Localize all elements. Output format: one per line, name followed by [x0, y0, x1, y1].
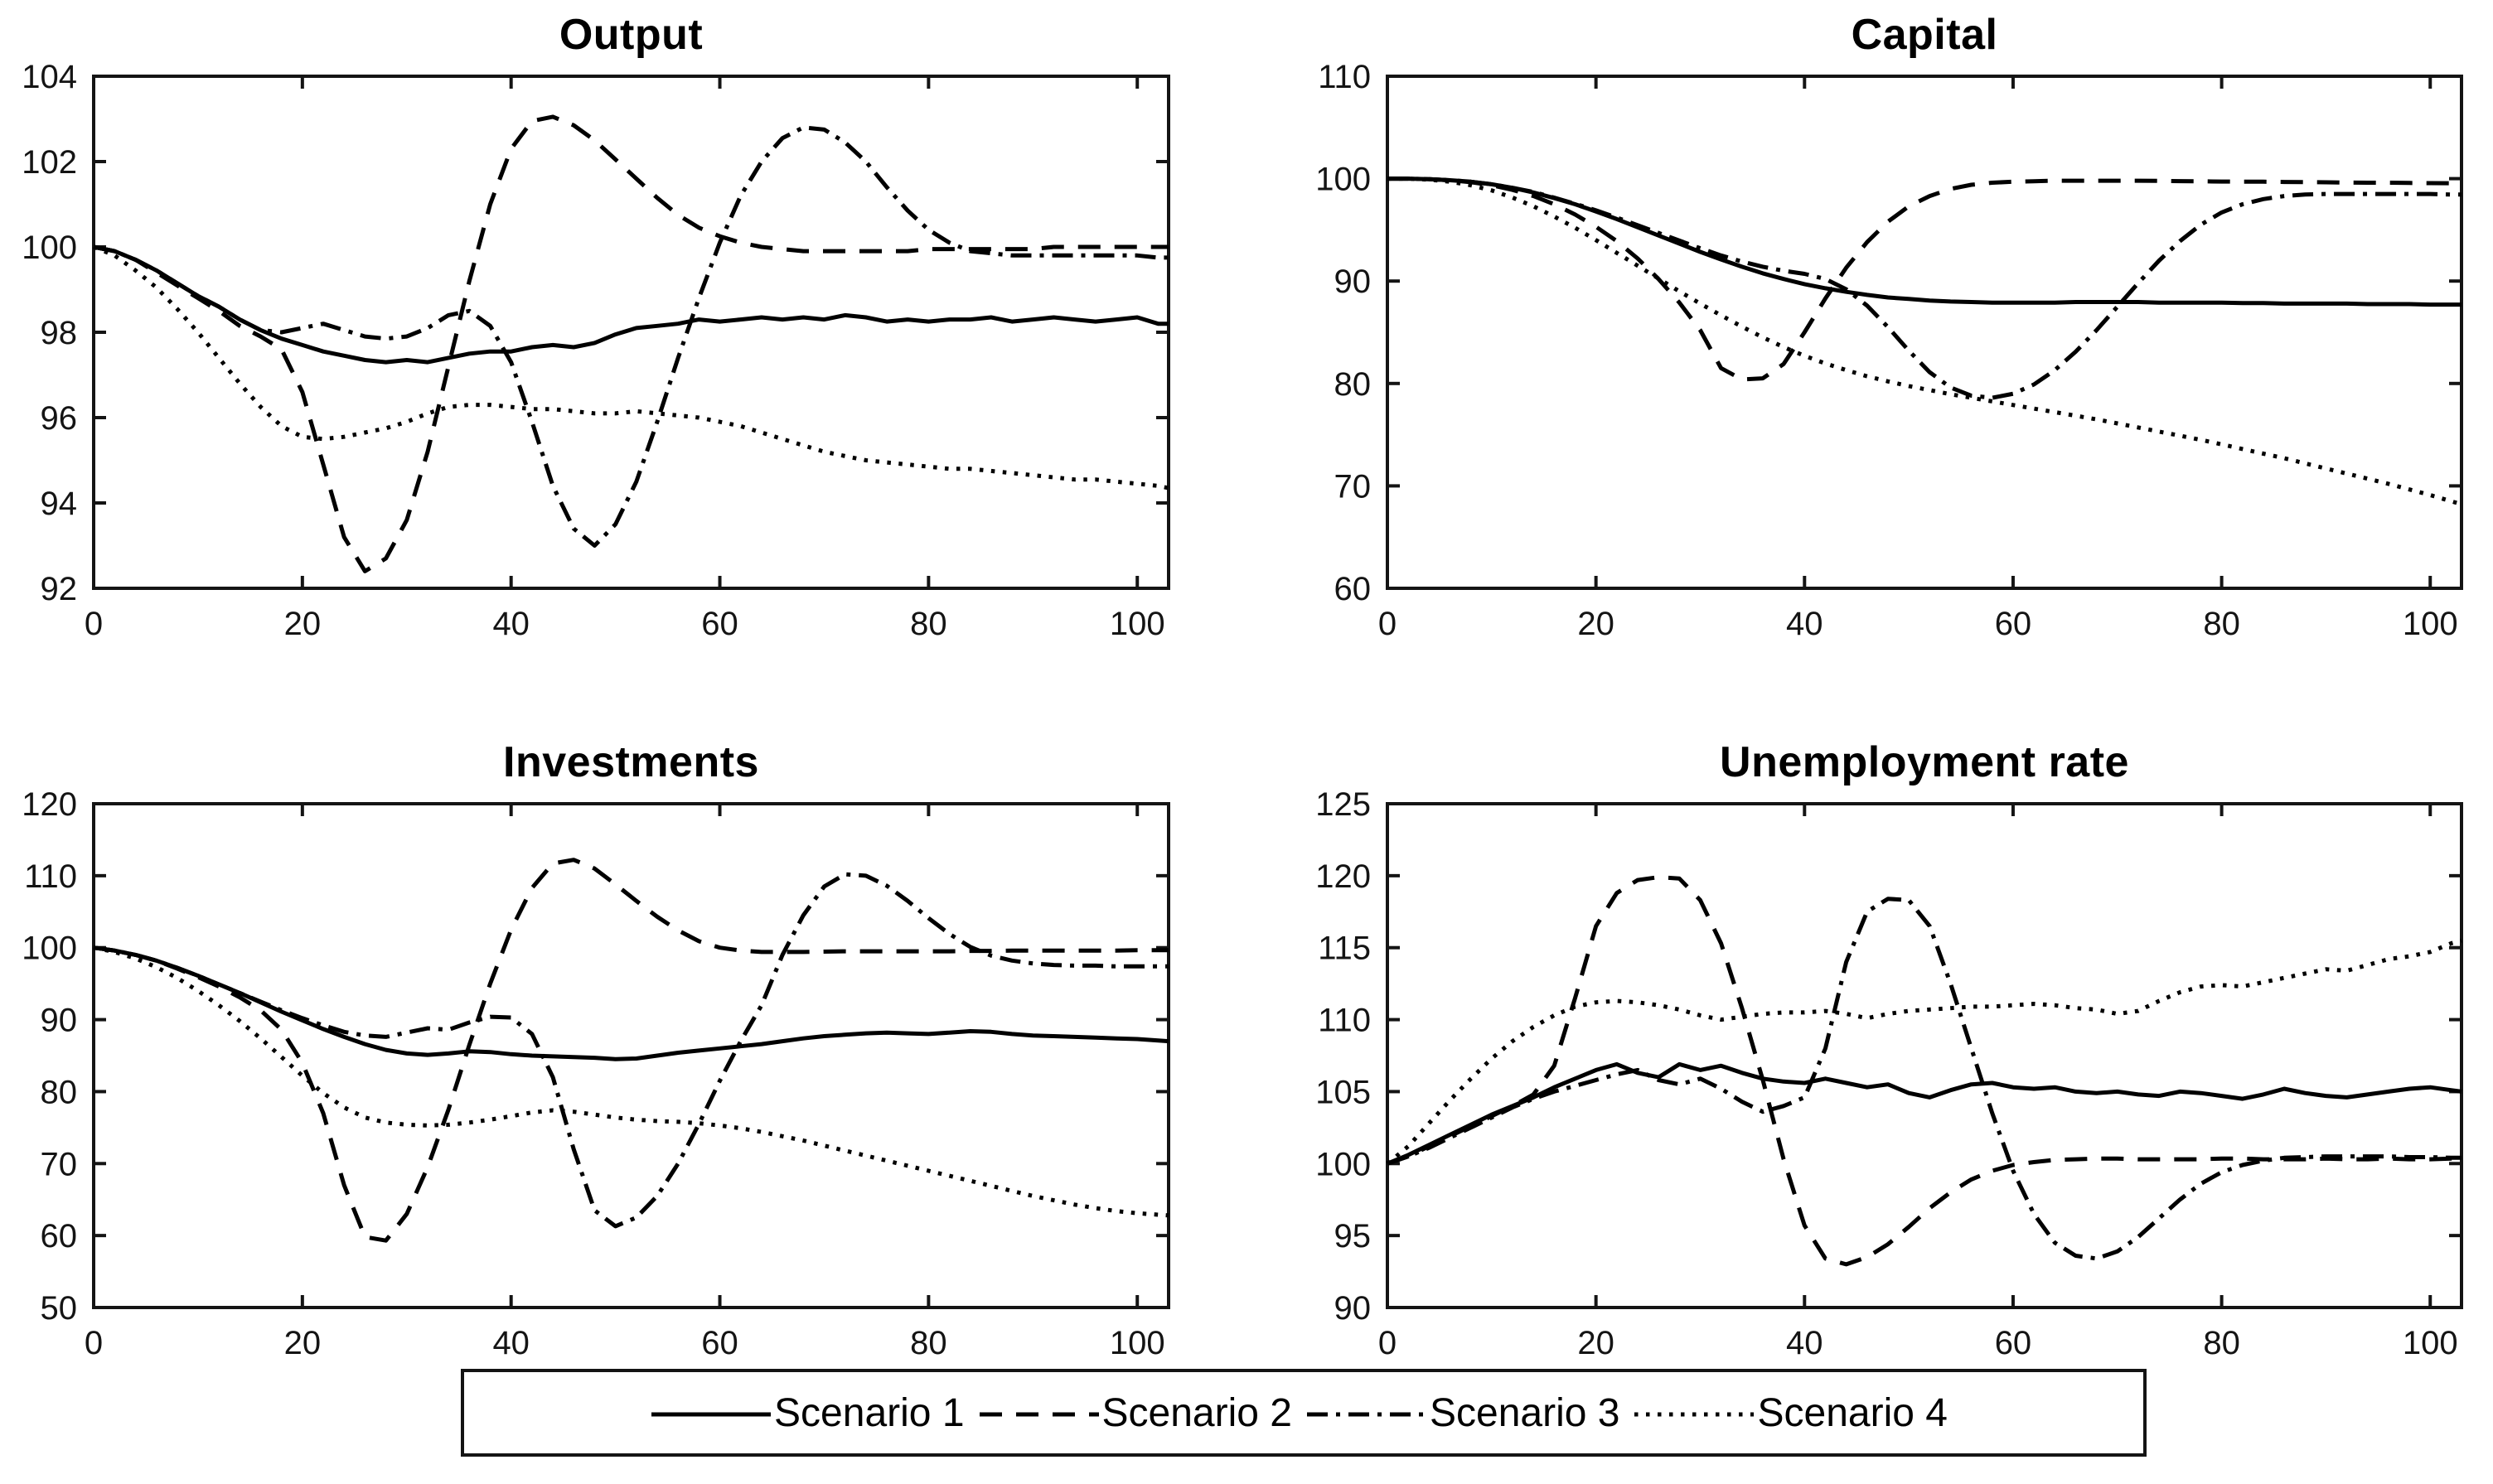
svg-text:100: 100 — [2403, 606, 2458, 642]
investments-plot: 0 20 40 60 80 100 50 60 70 80 90 100 110 120 — [22, 786, 1170, 1361]
legend-entry-scenario-2: Scenario 2 — [976, 1390, 1304, 1436]
svg-text:80: 80 — [1334, 366, 1372, 403]
svg-text:90: 90 — [41, 1003, 78, 1039]
svg-text:80: 80 — [2203, 1325, 2240, 1361]
svg-text:98: 98 — [41, 315, 78, 351]
svg-text:100: 100 — [1315, 1146, 1371, 1182]
svg-text:110: 110 — [24, 858, 77, 895]
dotted-line-icon — [1634, 1412, 1755, 1417]
svg-text:110: 110 — [1318, 59, 1371, 95]
svg-text:40: 40 — [492, 1325, 530, 1361]
svg-text:100: 100 — [1315, 162, 1371, 198]
svg-text:100: 100 — [22, 931, 77, 967]
svg-text:0: 0 — [85, 1325, 103, 1361]
svg-text:92: 92 — [41, 571, 78, 607]
svg-text:102: 102 — [22, 144, 77, 181]
legend-label: Scenario 1 — [774, 1390, 965, 1435]
svg-text:80: 80 — [2203, 606, 2240, 642]
legend-label: Scenario 2 — [1101, 1390, 1292, 1435]
svg-text:96: 96 — [41, 400, 78, 437]
chart-title-capital: Capital — [1851, 11, 1998, 59]
svg-text:40: 40 — [492, 606, 530, 642]
legend-entry-scenario-3: Scenario 3 — [1304, 1390, 1631, 1436]
svg-text:100: 100 — [1110, 606, 1165, 642]
svg-text:20: 20 — [1577, 606, 1614, 642]
svg-text:105: 105 — [1315, 1074, 1371, 1110]
chart-title-unemployment-rate: Unemployment rate — [1720, 738, 2129, 786]
legend: Scenario 1 Scenario 2 Scenario 3 Scenari… — [461, 1369, 2147, 1457]
chart-capital: Capital 0 20 40 60 80 100 60 70 80 90 100 110 — [1246, 0, 2493, 655]
solid-line-icon — [651, 1412, 772, 1417]
svg-text:70: 70 — [41, 1146, 78, 1182]
chart-title-output: Output — [559, 11, 704, 59]
svg-text:80: 80 — [41, 1074, 78, 1110]
dashed-line-icon — [979, 1412, 1099, 1417]
svg-text:80: 80 — [910, 1325, 947, 1361]
legend-entry-scenario-4: Scenario 4 — [1631, 1390, 1958, 1436]
svg-text:110: 110 — [1318, 1003, 1371, 1039]
output-plot: 0 20 40 60 80 100 92 94 96 98 100 102 104 — [22, 59, 1170, 642]
svg-text:0: 0 — [1378, 1325, 1397, 1361]
svg-text:90: 90 — [1334, 1290, 1372, 1327]
chart-unemployment-rate: Unemployment rate 0 20 40 60 80 100 90 95 100 105… — [1246, 727, 2493, 1382]
svg-text:125: 125 — [1315, 786, 1371, 823]
svg-text:115: 115 — [1318, 931, 1371, 967]
svg-text:60: 60 — [701, 606, 738, 642]
legend-label: Scenario 4 — [1757, 1390, 1948, 1435]
svg-text:60: 60 — [1995, 1325, 2032, 1361]
chart-investments: Investments 0 20 40 60 80 100 50 60 70 80 90 100 110… — [0, 727, 1246, 1382]
svg-text:60: 60 — [41, 1218, 78, 1254]
legend-label: Scenario 3 — [1430, 1390, 1620, 1435]
legend-entry-scenario-1: Scenario 1 — [648, 1390, 975, 1436]
svg-text:0: 0 — [1378, 606, 1397, 642]
svg-text:20: 20 — [284, 1325, 322, 1361]
capital-plot: 0 20 40 60 80 100 60 70 80 90 100 110 — [1315, 59, 2463, 642]
svg-text:40: 40 — [1786, 606, 1823, 642]
svg-text:20: 20 — [284, 606, 322, 642]
svg-text:90: 90 — [1334, 263, 1372, 300]
svg-text:0: 0 — [85, 606, 103, 642]
svg-text:104: 104 — [22, 59, 77, 95]
svg-text:94: 94 — [41, 486, 78, 522]
svg-text:120: 120 — [22, 786, 77, 823]
svg-text:100: 100 — [1110, 1325, 1165, 1361]
svg-text:120: 120 — [1315, 858, 1371, 895]
dashdot-line-icon — [1307, 1412, 1426, 1417]
unemployment-rate-plot: 0 20 40 60 80 100 90 95 100 105 110 115 120 125 — [1315, 786, 2463, 1361]
chart-title-investments: Investments — [503, 738, 759, 786]
svg-text:60: 60 — [1995, 606, 2032, 642]
svg-text:60: 60 — [1334, 571, 1372, 607]
svg-text:70: 70 — [1334, 468, 1372, 505]
svg-text:50: 50 — [41, 1290, 78, 1327]
chart-output: Output 0 20 40 60 80 100 92 94 96 98 100 102 104 — [0, 0, 1246, 655]
svg-text:100: 100 — [22, 230, 77, 266]
svg-text:60: 60 — [701, 1325, 738, 1361]
svg-text:80: 80 — [910, 606, 947, 642]
svg-text:40: 40 — [1786, 1325, 1823, 1361]
svg-text:95: 95 — [1334, 1218, 1372, 1254]
svg-text:20: 20 — [1577, 1325, 1614, 1361]
svg-text:100: 100 — [2403, 1325, 2458, 1361]
